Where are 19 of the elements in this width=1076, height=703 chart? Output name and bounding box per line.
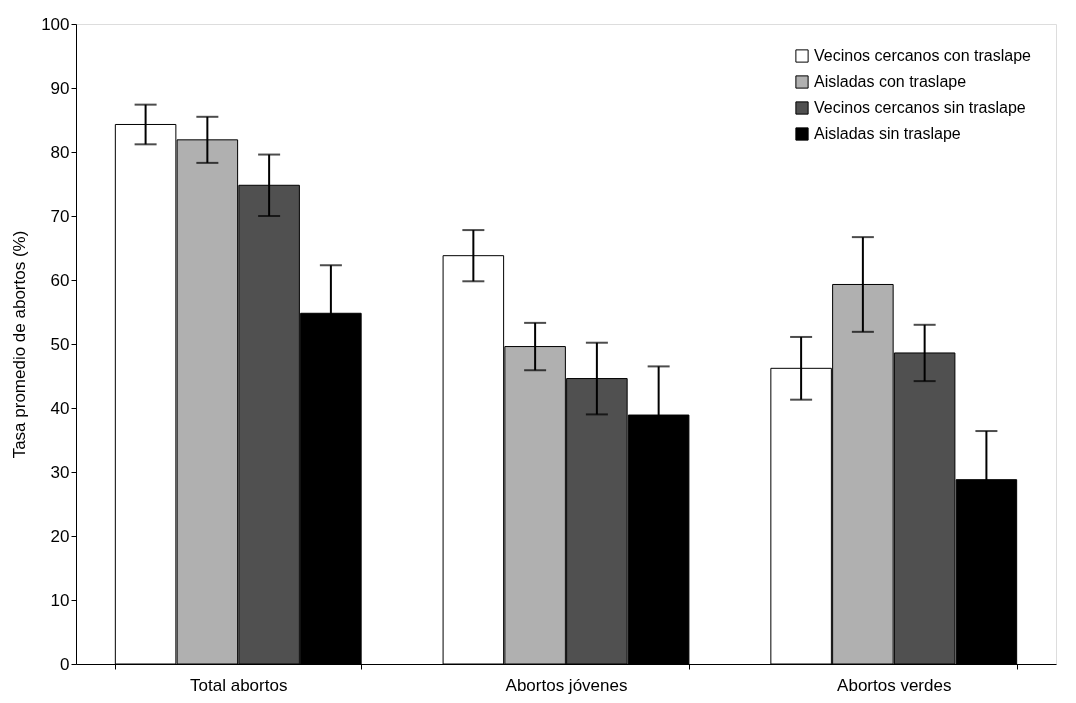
y-tick-label: 40	[50, 398, 70, 418]
legend-label: Vecinos cercanos sin traslape	[814, 99, 1026, 116]
y-tick-label: 0	[60, 654, 70, 674]
y-tick-label: 100	[41, 14, 70, 34]
x-tick-label: Abortos verdes	[837, 675, 952, 695]
y-tick-label: 10	[50, 590, 70, 610]
y-tick-label: 70	[50, 206, 70, 226]
y-tick-label: 30	[50, 462, 70, 482]
legend-label: Vecinos cercanos con traslape	[814, 47, 1032, 64]
y-tick-label: 20	[50, 526, 70, 546]
y-tick-label: 60	[50, 270, 70, 290]
y-tick-label: 80	[50, 142, 70, 162]
y-tick-label: 50	[50, 334, 70, 354]
y-tick-label: 90	[50, 78, 70, 98]
legend-label: Aisladas con traslape	[814, 73, 967, 90]
x-tick-label: Total abortos	[190, 675, 288, 695]
x-tick-label: Abortos jóvenes	[505, 675, 628, 695]
legend-label: Aisladas sin traslape	[814, 125, 961, 142]
y-axis-title: Tasa promedio de abortos (%)	[10, 230, 30, 459]
